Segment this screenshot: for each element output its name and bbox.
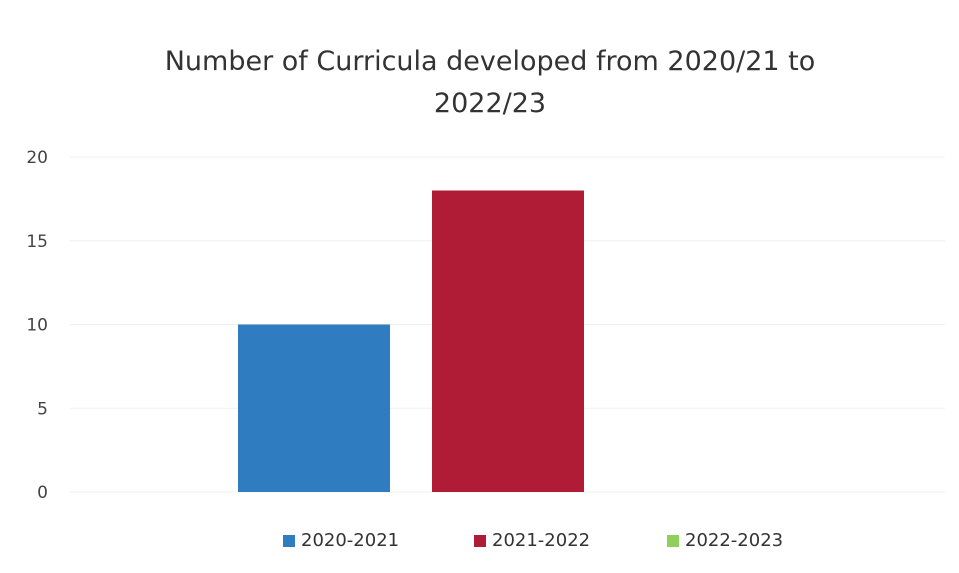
- legend-label-2022-2023: 2022-2023: [685, 530, 783, 551]
- legend-label-2020-2021: 2020-2021: [301, 530, 399, 551]
- y-tick-label: 10: [26, 316, 48, 336]
- y-axis: 0 5 10 15 20: [26, 148, 48, 503]
- bar-2021-2022: [432, 190, 584, 492]
- chart-title-line-2: 2022/23: [434, 88, 546, 119]
- chart-title: Number of Curricula developed from 2020/…: [165, 46, 816, 119]
- legend-swatch-2022-2023: [667, 535, 679, 547]
- y-tick-label: 0: [37, 483, 48, 503]
- bar-2020-2021: [238, 324, 390, 492]
- legend-swatch-2020-2021: [283, 535, 295, 547]
- chart-title-line-1: Number of Curricula developed from 2020/…: [165, 46, 816, 77]
- legend: 2020-2021 2021-2022 2022-2023: [283, 530, 783, 551]
- bars: [238, 190, 584, 492]
- y-tick-label: 20: [26, 148, 48, 168]
- legend-label-2021-2022: 2021-2022: [492, 530, 590, 551]
- legend-swatch-2021-2022: [474, 535, 486, 547]
- y-tick-label: 15: [26, 232, 48, 252]
- y-tick-label: 5: [37, 399, 48, 419]
